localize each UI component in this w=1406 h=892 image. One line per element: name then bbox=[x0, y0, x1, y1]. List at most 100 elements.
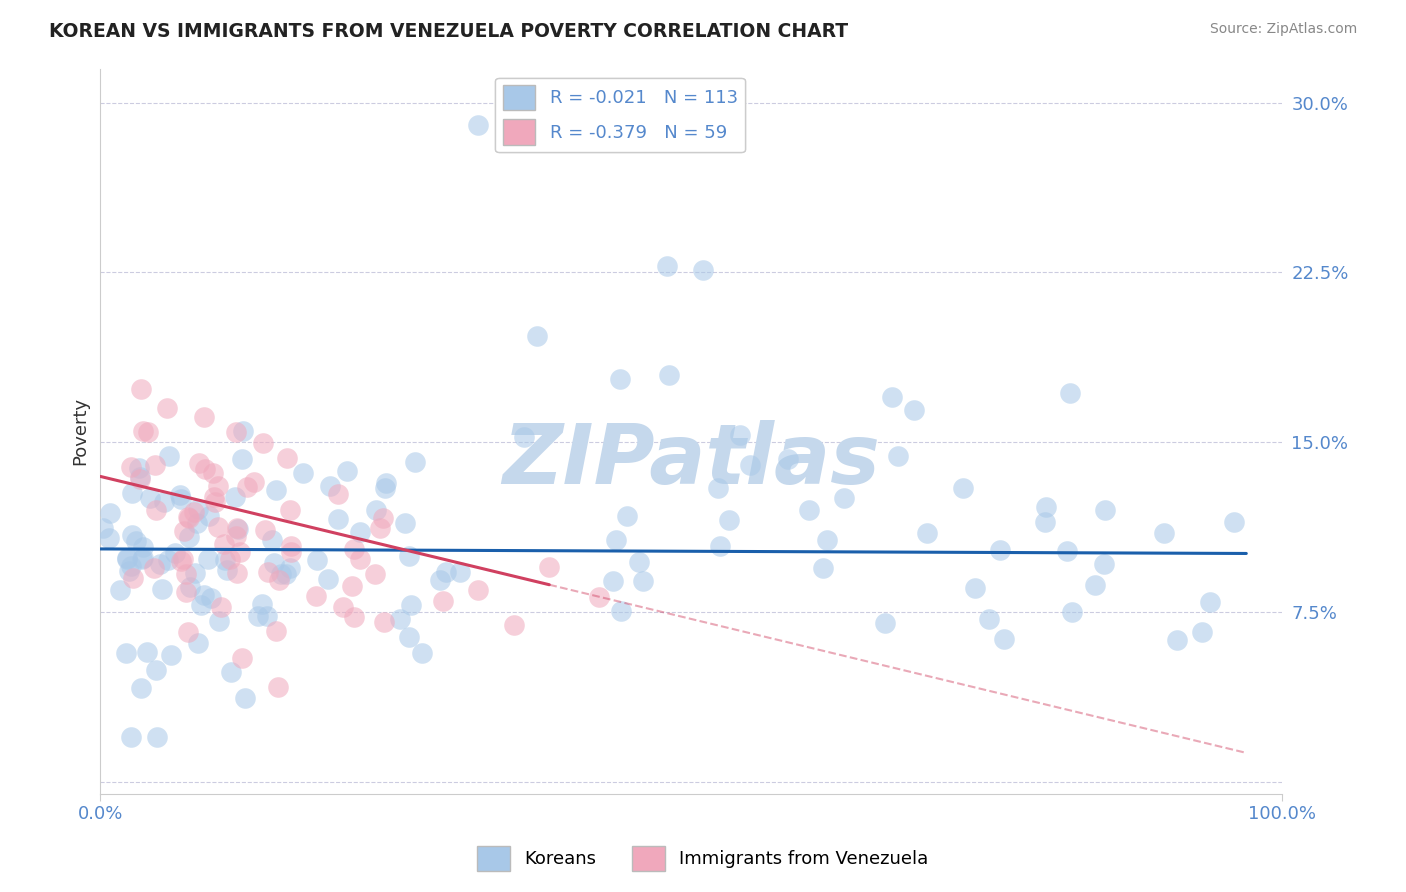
Point bbox=[616, 508, 638, 523]
Point bbox=[228, 522, 250, 536]
Point bbox=[132, 424, 155, 438]
Point bbox=[264, 624, 287, 639]
Point bbox=[132, 540, 155, 554]
Point bbox=[316, 572, 339, 586]
Point bbox=[280, 539, 302, 553]
Point bbox=[280, 544, 302, 558]
Point bbox=[977, 611, 1000, 625]
Point bbox=[609, 372, 631, 386]
Point bbox=[145, 503, 167, 517]
Point bbox=[207, 479, 229, 493]
Point bbox=[429, 573, 451, 587]
Point bbox=[118, 564, 141, 578]
Point bbox=[709, 539, 731, 553]
Point bbox=[177, 510, 200, 524]
Point bbox=[398, 549, 420, 564]
Point bbox=[605, 533, 627, 547]
Point bbox=[176, 510, 198, 524]
Point bbox=[278, 561, 301, 575]
Point bbox=[190, 598, 212, 612]
Point bbox=[231, 650, 253, 665]
Point bbox=[374, 475, 396, 490]
Point bbox=[157, 450, 180, 464]
Point bbox=[204, 495, 226, 509]
Point bbox=[1035, 515, 1057, 529]
Point bbox=[143, 561, 166, 575]
Point bbox=[120, 730, 142, 744]
Point bbox=[146, 730, 169, 744]
Point bbox=[398, 630, 420, 644]
Point bbox=[208, 614, 231, 628]
Point bbox=[187, 502, 209, 516]
Point bbox=[610, 604, 633, 618]
Point bbox=[120, 558, 142, 573]
Point bbox=[952, 481, 974, 495]
Point bbox=[156, 552, 179, 566]
Point bbox=[399, 599, 422, 613]
Point bbox=[526, 329, 548, 343]
Point bbox=[231, 452, 253, 467]
Point bbox=[432, 594, 454, 608]
Point bbox=[1198, 595, 1220, 609]
Point bbox=[129, 681, 152, 695]
Point bbox=[91, 521, 114, 535]
Point bbox=[235, 690, 257, 705]
Point bbox=[266, 483, 288, 497]
Point bbox=[97, 531, 120, 545]
Point bbox=[117, 552, 139, 566]
Point bbox=[212, 537, 235, 551]
Point bbox=[217, 563, 239, 577]
Point bbox=[174, 584, 197, 599]
Point bbox=[328, 487, 350, 501]
Point bbox=[411, 646, 433, 660]
Point bbox=[193, 588, 215, 602]
Point bbox=[657, 259, 679, 273]
Point bbox=[811, 561, 834, 575]
Point bbox=[602, 574, 624, 589]
Point bbox=[131, 552, 153, 566]
Point bbox=[873, 615, 896, 630]
Point bbox=[1223, 515, 1246, 529]
Point bbox=[799, 503, 821, 517]
Point bbox=[229, 545, 252, 559]
Point bbox=[221, 665, 243, 680]
Point bbox=[120, 460, 142, 475]
Point bbox=[219, 552, 242, 566]
Point bbox=[389, 612, 412, 626]
Point bbox=[371, 510, 394, 524]
Point bbox=[658, 368, 681, 383]
Point bbox=[270, 567, 292, 582]
Point bbox=[267, 573, 290, 587]
Point bbox=[224, 490, 246, 504]
Point bbox=[340, 578, 363, 592]
Point bbox=[153, 495, 176, 509]
Point bbox=[449, 566, 471, 580]
Point bbox=[250, 598, 273, 612]
Point bbox=[434, 566, 457, 580]
Point bbox=[1191, 625, 1213, 640]
Point bbox=[115, 550, 138, 565]
Point bbox=[627, 555, 650, 569]
Point bbox=[880, 390, 903, 404]
Point bbox=[225, 425, 247, 440]
Point bbox=[150, 582, 173, 596]
Point bbox=[692, 263, 714, 277]
Point bbox=[225, 528, 247, 542]
Point bbox=[121, 485, 143, 500]
Point bbox=[193, 409, 215, 424]
Point bbox=[183, 505, 205, 519]
Point bbox=[125, 534, 148, 549]
Point bbox=[1056, 544, 1078, 558]
Point bbox=[513, 430, 536, 444]
Point bbox=[718, 512, 741, 526]
Point bbox=[110, 582, 132, 597]
Point bbox=[538, 560, 561, 574]
Point bbox=[128, 461, 150, 475]
Point bbox=[263, 556, 285, 570]
Point bbox=[707, 481, 730, 495]
Point bbox=[278, 503, 301, 517]
Point bbox=[200, 591, 222, 606]
Point bbox=[364, 502, 387, 516]
Point bbox=[364, 567, 387, 582]
Point bbox=[1153, 526, 1175, 541]
